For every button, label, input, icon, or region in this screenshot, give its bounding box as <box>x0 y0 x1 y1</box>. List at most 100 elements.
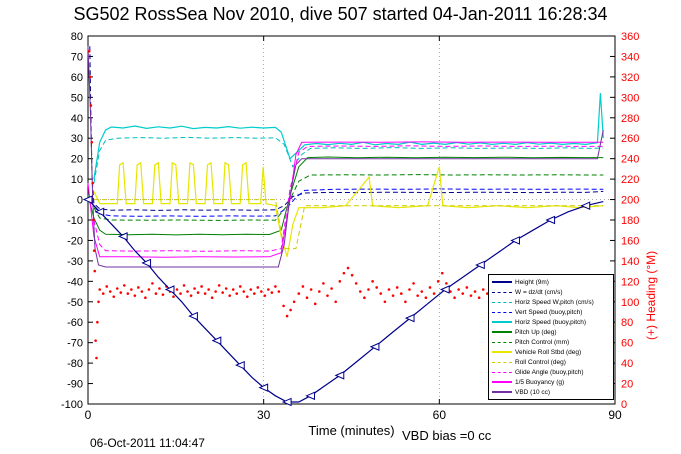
data-dot <box>486 292 489 295</box>
legend-entry-label: Height (9m) <box>515 278 549 286</box>
data-dot <box>375 286 378 289</box>
triangle-left-marker <box>258 383 269 392</box>
right-tick-label: 80 <box>621 317 633 329</box>
data-dot <box>189 294 193 297</box>
data-dot <box>363 296 366 299</box>
data-dot <box>350 273 354 277</box>
left-tick-label: 20 <box>71 154 83 166</box>
right-tick-label: 320 <box>621 72 639 84</box>
data-dot <box>289 308 292 312</box>
data-dot <box>203 292 207 295</box>
triangle-left-marker <box>545 215 556 225</box>
series-line <box>93 174 604 221</box>
data-dot <box>274 285 277 288</box>
data-dot <box>326 294 329 297</box>
triangle-left-marker <box>141 258 152 268</box>
triangle-left-marker <box>334 371 345 380</box>
triangle-left-marker <box>580 201 591 210</box>
data-dot <box>123 284 126 287</box>
data-dot <box>277 290 281 293</box>
triangle-left-marker <box>188 311 198 321</box>
data-dot <box>424 296 428 299</box>
data-dot <box>179 292 182 295</box>
data-dot <box>305 296 309 299</box>
data-dot <box>285 314 289 318</box>
series-vbd-10-cc <box>87 46 604 268</box>
data-dot <box>428 286 432 289</box>
data-dot <box>95 356 98 360</box>
legend-line-sample <box>492 331 512 333</box>
data-dot <box>461 292 465 295</box>
left-tick-label: 30 <box>71 133 83 145</box>
data-dot <box>207 288 210 291</box>
legend-entry-1-5-buoyancy-g: 1/5 Buoyancy (g) <box>492 377 610 387</box>
legend: Height (9m) W = dz/dt (cm/s) Horiz Speed W… <box>488 274 614 400</box>
data-dot <box>245 295 249 298</box>
data-dot <box>420 290 424 293</box>
series-roll-control-deg <box>93 199 604 250</box>
data-dot <box>172 295 175 298</box>
data-dot <box>297 292 301 295</box>
data-dot <box>154 292 158 295</box>
right-tick-label: 20 <box>621 379 633 391</box>
series-vehicle-roll-stbd-deg <box>93 161 604 257</box>
triangle-left-marker <box>164 285 175 294</box>
left-tick-label: -10 <box>67 215 83 227</box>
data-dot <box>130 288 133 291</box>
legend-entry-horiz-speed-w-pitch-cm-s: Horiz Speed W,pitch (cm/s) <box>492 297 610 307</box>
legend-entry-label: Glide Angle (buoy,pitch) <box>515 368 584 376</box>
data-dot <box>453 296 456 299</box>
left-tick-label: -100 <box>61 399 83 411</box>
data-dot <box>477 296 481 299</box>
data-dot <box>91 181 94 185</box>
data-dot <box>93 269 97 273</box>
legend-entry-label: W = dz/dt (cm/s) <box>515 288 563 296</box>
data-dot <box>97 300 100 304</box>
data-dot <box>292 300 296 304</box>
data-dot <box>301 285 305 288</box>
data-dot <box>260 290 263 293</box>
right-tick-label: 140 <box>621 256 639 268</box>
legend-line-sample <box>492 291 512 293</box>
series-height-9m <box>82 195 604 407</box>
data-dot <box>231 288 235 291</box>
series-line <box>93 93 604 180</box>
data-dot <box>383 300 387 304</box>
data-dot <box>481 288 485 291</box>
data-dot <box>238 285 242 288</box>
data-dot <box>158 287 161 290</box>
legend-entry-horiz-speed-buoy-pitch: Horiz Speed (buoy,pitch) <box>492 317 610 327</box>
data-dot <box>404 300 407 304</box>
data-dot <box>249 288 253 291</box>
legend-line-sample <box>492 311 512 313</box>
data-dot <box>90 141 94 144</box>
legend-line-sample <box>492 301 512 303</box>
data-dot <box>228 294 232 297</box>
data-dot <box>105 285 109 288</box>
data-dot <box>200 285 203 288</box>
data-dot <box>416 294 419 297</box>
data-dot <box>270 291 274 294</box>
series-horiz-speed-buoy-pitch <box>93 93 604 180</box>
triangle-left-marker <box>82 195 93 204</box>
left-tick-label: -60 <box>67 317 83 329</box>
legend-entry-height-9m: Height (9m) <box>492 277 610 287</box>
legend-entry-label: Pitch Up (deg) <box>515 328 557 336</box>
axes: 80706050403020100-10-20-30-40-50-60-70-8… <box>61 31 639 422</box>
data-dot <box>358 290 362 293</box>
x-tick-label: 90 <box>608 408 622 422</box>
left-tick-label: -40 <box>67 276 83 288</box>
data-dot <box>346 266 350 270</box>
data-dot <box>137 286 140 289</box>
series-line <box>89 46 604 211</box>
data-dot <box>224 287 228 290</box>
data-dot <box>252 292 256 295</box>
data-dot <box>88 75 92 79</box>
series-pitch-up-deg <box>87 156 604 236</box>
right-tick-label: 180 <box>621 215 639 227</box>
data-dot <box>161 293 165 296</box>
x-tick-label: 0 <box>85 408 92 422</box>
data-dot <box>387 288 391 291</box>
triangle-left-marker <box>404 313 415 323</box>
